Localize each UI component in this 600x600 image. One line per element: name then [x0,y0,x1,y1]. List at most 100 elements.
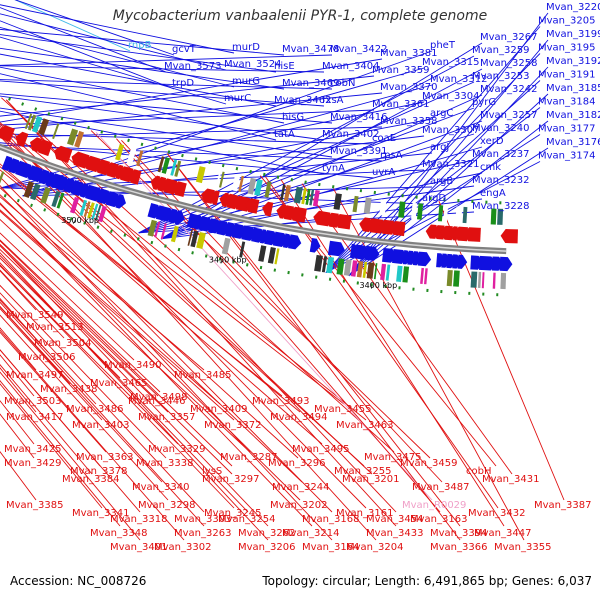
reverse-gene-label: Mvan_3446 [128,396,185,407]
cog-bar [379,199,387,216]
cog-bar [83,201,91,218]
reverse-gene-label: Mvan_3486 [66,404,123,415]
cog-bar [301,188,307,205]
forward-connector [0,47,285,90]
reverse-gene-label: Mvan_3201 [342,474,399,485]
cog-bar [190,230,199,248]
forward-connector [160,42,483,240]
reverse-connector [0,239,161,393]
forward-connector [348,93,549,277]
reverse-connector [166,153,461,541]
forward-gene-label: pheT [430,40,456,51]
cog-bar [51,190,61,208]
reverse-gene-label: Mvan_3490 [104,360,161,371]
gene-arrow [30,137,43,153]
reverse-gene-label: Mvan_3202 [270,500,327,511]
forward-gene-label: Mvan_3195 [538,43,595,54]
cog-bar [373,263,378,280]
reverse-connector [0,329,185,541]
cog-bar [424,268,428,285]
cog-bar [446,270,453,287]
reverse-connector [0,257,121,379]
cog-bar [402,266,410,283]
cog-bar [221,237,231,255]
cog-bar [363,197,372,214]
cog-bar [115,143,125,161]
cog-bar [136,150,144,167]
forward-connector [348,120,549,277]
reverse-gene-label: Mvan_3204 [346,542,403,553]
reverse-gene-label: Mvan_3433 [366,528,423,539]
forward-connector [0,133,375,145]
gene-arrow [417,251,432,267]
forward-gene-label: tatA [274,129,295,140]
forward-gene-label: Mvan_3232 [472,175,529,186]
gene-arrow [209,190,220,206]
gene-arrow [500,229,518,244]
cog-bar [38,118,50,136]
cog-bar [40,187,51,204]
reverse-gene-label: cobH [466,466,491,477]
reverse-gene-label: Mvan_3455 [314,404,371,415]
forward-connector [0,28,285,56]
reverse-gene-label: Mvan_3549 [6,310,63,321]
cog-bar [264,181,272,198]
reverse-gene-label: Mvan_3338 [136,458,193,469]
forward-gene-label: hisG [282,112,304,123]
reverse-gene-label: Mvan_3302 [154,542,211,553]
reverse-gene-label: Mvan_3318 [110,514,167,525]
reverse-connector [121,139,443,483]
gene-arrow [160,178,178,195]
forward-connector [138,55,475,234]
cog-bar [215,170,222,187]
forward-connector [0,54,333,66]
reverse-gene-label: Mvan_3401 [110,542,167,553]
cog-bar [126,147,137,165]
cog-bar [24,113,33,130]
cog-bar [462,206,468,224]
gene-arrow [232,195,250,212]
reverse-gene-label: Mvan_3329 [148,444,205,455]
reverse-gene-label: Mvan_3384 [62,474,119,485]
backbone-highlight [0,145,507,252]
reverse-gene-label: Mvan_3431 [482,474,539,485]
reverse-gene-label: Mvan_3363 [76,452,133,463]
forward-gene-label: Mvan_3184 [538,97,595,108]
reverse-connector [0,135,367,509]
reverse-gene-label: Mvan_3425 [4,444,61,455]
gene-arrow [174,210,185,225]
forward-gene-label: Mvan_3267 [480,32,537,43]
gene-arrow [36,139,53,157]
forward-connector [0,92,383,131]
outer-tick-ring [0,192,505,297]
reverse-connector [0,380,121,527]
forward-connector [0,66,285,124]
cog-bar [258,245,267,262]
reverse-connector [0,252,269,541]
cog-bar [154,221,161,238]
cog-bar [267,247,276,264]
forward-connector [0,36,227,105]
forward-gene-label: Mvan_3312 [430,74,487,85]
cog-bar [477,271,482,288]
gene-arrow [452,254,462,269]
gene-arrow [440,225,453,241]
reverse-connector [0,135,345,405]
forward-gene-label: Mvan_3404 [322,61,379,72]
cog-bar [321,256,328,273]
forward-gene-label: Mvan_3416 [330,112,387,123]
reverse-gene-label: Mvan_3485 [174,370,231,381]
reverse-gene-label: Mvan_3494 [270,412,327,423]
reverse-gene-label: Mvan_3366 [430,542,487,553]
cog-bar [500,272,507,290]
forward-gene-label: xerD [480,136,504,147]
gene-arrow [50,173,70,191]
cog-bar [94,204,102,221]
gene-arrow [327,240,345,257]
cog-bar [170,159,178,176]
reverse-gene-label: Mvan_3385 [6,500,63,511]
cog-bar [343,259,352,276]
forward-connector [0,4,235,54]
cog-bar [238,175,244,192]
reverse-gene-label: Mvan_3262 [238,528,295,539]
